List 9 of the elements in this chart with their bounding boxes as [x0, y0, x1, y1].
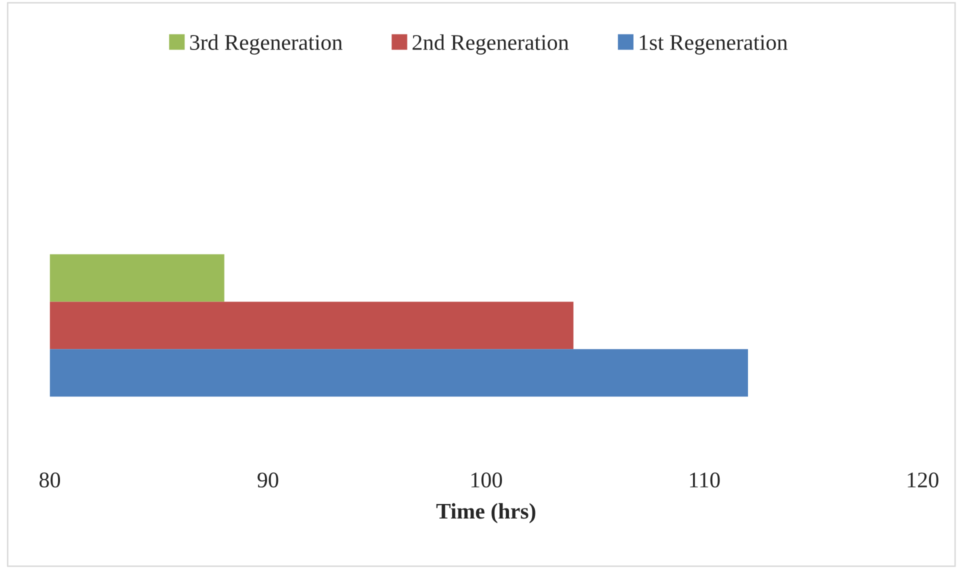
x-tick-label: 110	[690, 472, 720, 488]
x-tick-label: 90	[258, 472, 278, 488]
x-tick-label: 80	[40, 472, 60, 488]
x-tick-label: 120	[908, 472, 938, 488]
legend-label: 3rd Regeneration	[190, 34, 342, 55]
legend-label: 1st Regeneration	[640, 35, 788, 55]
x-axis-title: Time (hrs)	[436, 503, 536, 524]
legend-label: 2nd Regeneration	[412, 34, 569, 55]
x-tick-label: 100	[471, 472, 502, 488]
